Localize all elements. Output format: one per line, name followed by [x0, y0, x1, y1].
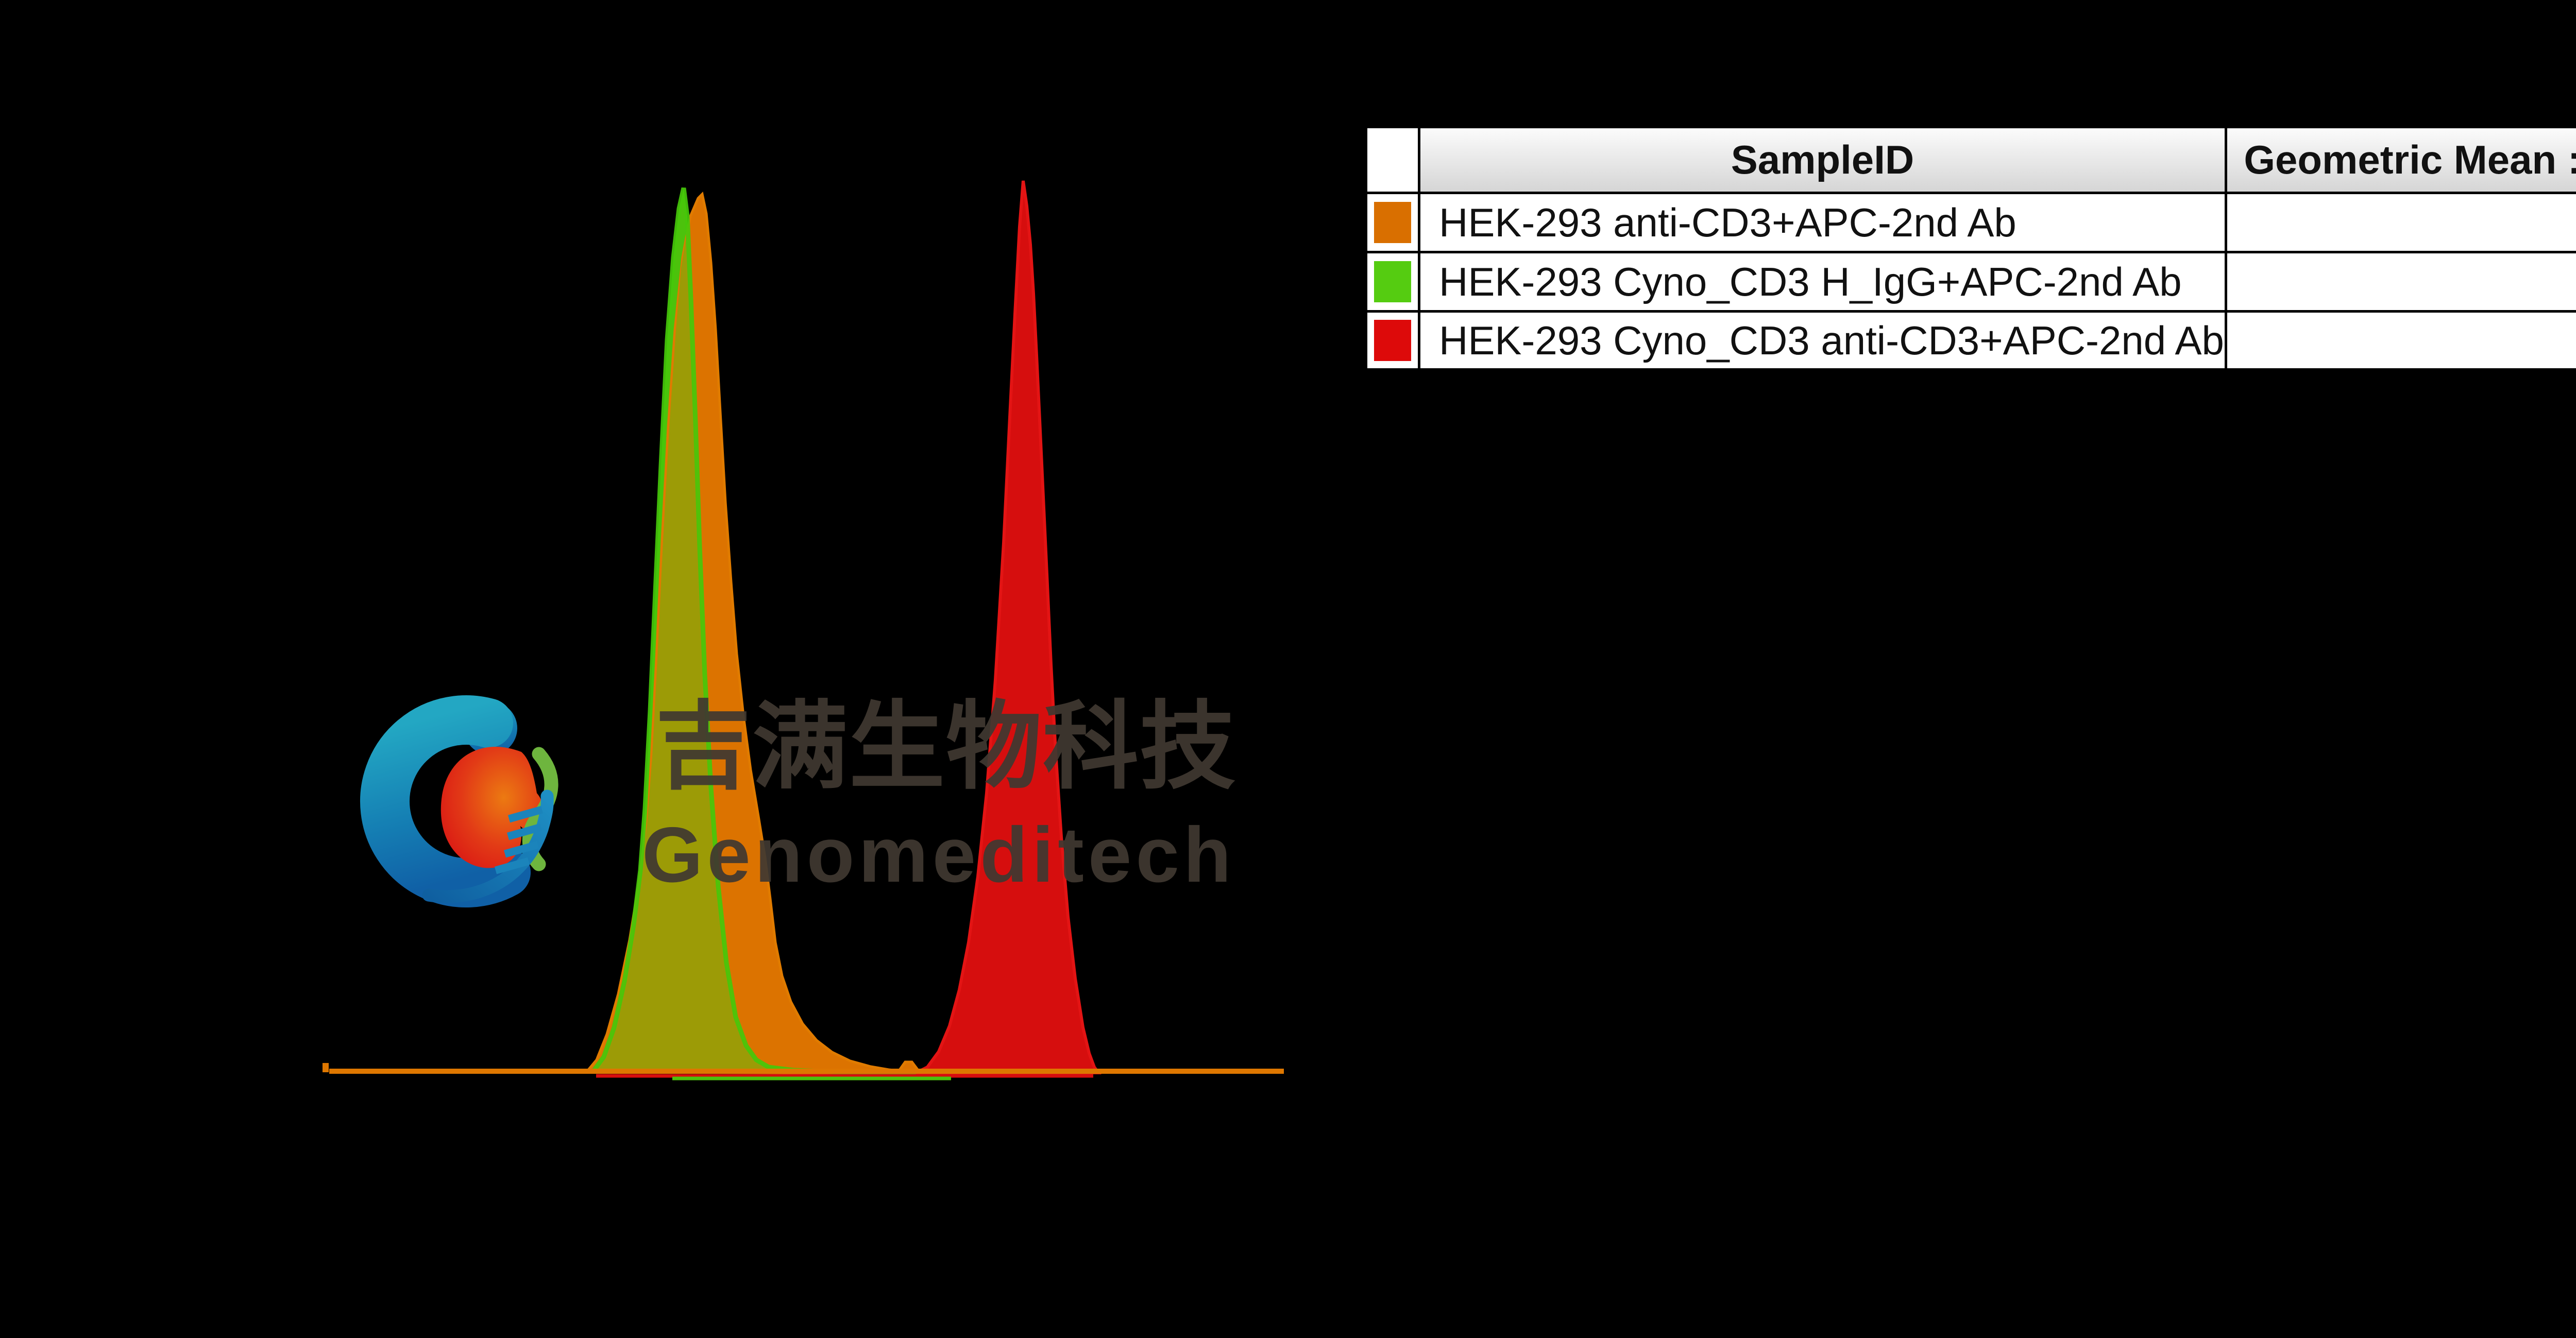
- table-header-row: SampleID Geometric Mean : FL11-H: [1364, 125, 2576, 194]
- statistics-table: SampleID Geometric Mean : FL11-H HEK-293…: [1363, 124, 2576, 373]
- genomeditech-logo-icon: [360, 695, 558, 908]
- sample-id-cell: HEK-293 Cyno_CD3 H_IgG+APC-2nd Ab: [1418, 251, 2227, 313]
- series-color-swatch: [1374, 320, 1411, 361]
- series-color-swatch: [1374, 202, 1411, 243]
- swatch-cell: [1364, 192, 1420, 253]
- table-row: HEK-293 Cyno_CD3 anti-CD3+APC-2nd Ab 7.6…: [1364, 310, 2576, 372]
- watermark-chinese-text: 吉满生物科技: [655, 694, 1237, 800]
- logo-dna-rungs: [494, 805, 544, 874]
- geomean-cell: 2549: [2224, 192, 2576, 253]
- geomean-column-header: Geometric Mean : FL11-H: [2224, 125, 2576, 194]
- sample-id-cell: HEK-293 anti-CD3+APC-2nd Ab: [1418, 192, 2227, 253]
- swatch-cell: [1364, 251, 1420, 313]
- green-orange-overlap-area: [594, 237, 951, 1074]
- sampleid-column-header: SampleID: [1418, 125, 2227, 194]
- logo-dna-strand: [422, 790, 554, 903]
- geomean-cell: 7.67E5: [2224, 310, 2576, 372]
- sample-id-cell: HEK-293 Cyno_CD3 anti-CD3+APC-2nd Ab: [1418, 310, 2227, 372]
- swatch-cell: [1364, 310, 1420, 372]
- watermark-english-text: Genomeditech: [642, 811, 1235, 899]
- logo-teal-swirl: [360, 695, 531, 908]
- green-series-outline: [590, 187, 952, 1077]
- series-color-swatch: [1374, 261, 1411, 302]
- table-row: HEK-293 Cyno_CD3 H_IgG+APC-2nd Ab 1041: [1364, 251, 2576, 313]
- table-row: HEK-293 anti-CD3+APC-2nd Ab 2549: [1364, 192, 2576, 253]
- geomean-cell: 1041: [2224, 251, 2576, 313]
- red-series-area: [915, 180, 1101, 1074]
- swatch-column-header: [1364, 125, 1420, 194]
